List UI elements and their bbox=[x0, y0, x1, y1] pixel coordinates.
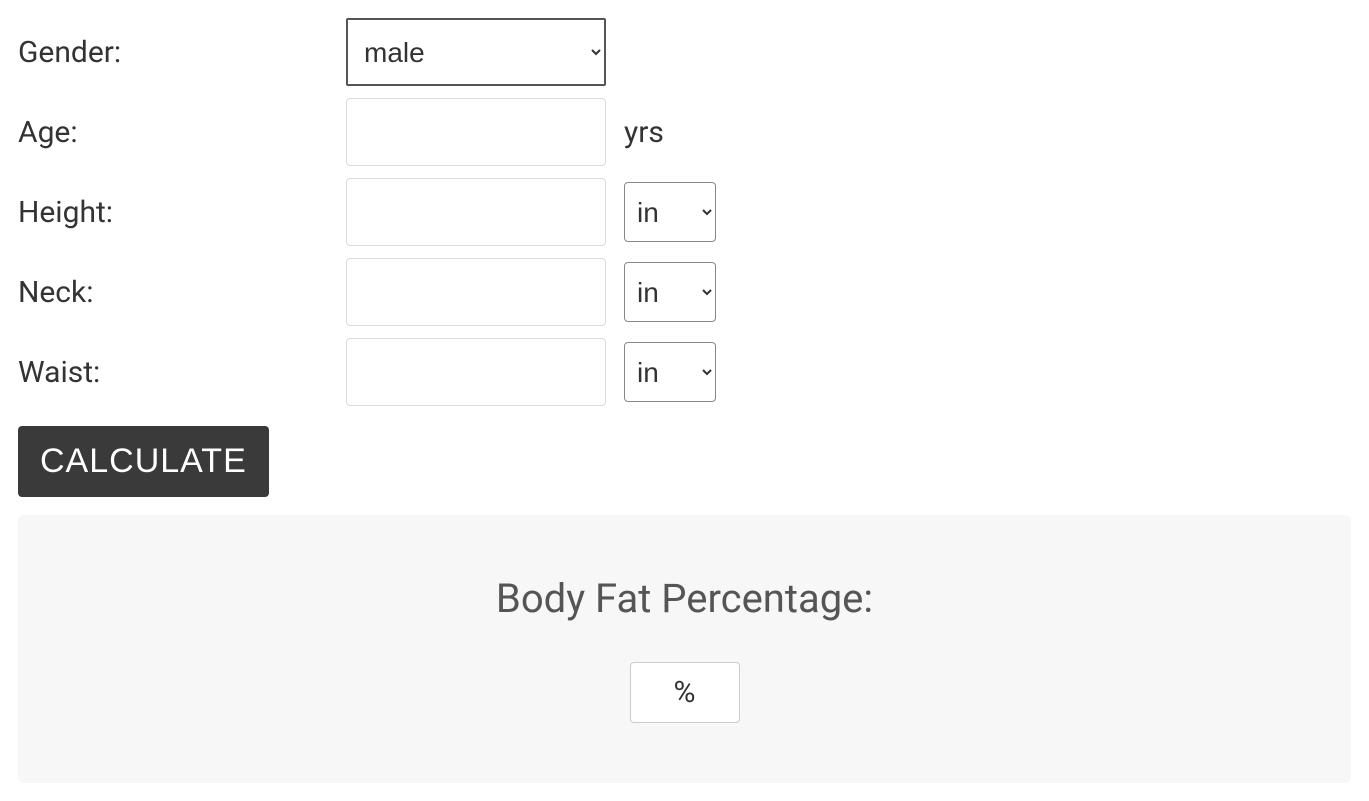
waist-unit-select[interactable]: incm bbox=[624, 342, 716, 402]
age-label: Age: bbox=[18, 115, 328, 150]
height-unit-select[interactable]: incm bbox=[624, 182, 716, 242]
result-title: Body Fat Percentage: bbox=[38, 575, 1331, 622]
gender-row: Gender: malefemale bbox=[18, 18, 1351, 86]
neck-label: Neck: bbox=[18, 275, 328, 310]
height-input[interactable] bbox=[346, 178, 606, 246]
neck-unit-select[interactable]: incm bbox=[624, 262, 716, 322]
age-row: Age: yrs bbox=[18, 98, 1351, 166]
neck-input[interactable] bbox=[346, 258, 606, 326]
height-input-col: incm bbox=[346, 178, 716, 246]
waist-row: Waist: incm bbox=[18, 338, 1351, 406]
height-row: Height: incm bbox=[18, 178, 1351, 246]
waist-input-col: incm bbox=[346, 338, 716, 406]
gender-label: Gender: bbox=[18, 35, 328, 70]
height-label: Height: bbox=[18, 195, 328, 230]
calculate-button[interactable]: CALCULATE bbox=[18, 426, 269, 497]
result-panel: Body Fat Percentage: % bbox=[18, 515, 1351, 783]
age-input-col: yrs bbox=[346, 98, 664, 166]
neck-row: Neck: incm bbox=[18, 258, 1351, 326]
gender-input-col: malefemale bbox=[346, 18, 606, 86]
waist-label: Waist: bbox=[18, 355, 328, 390]
age-unit-text: yrs bbox=[624, 115, 664, 150]
neck-input-col: incm bbox=[346, 258, 716, 326]
age-input[interactable] bbox=[346, 98, 606, 166]
gender-select[interactable]: malefemale bbox=[346, 18, 606, 86]
waist-input[interactable] bbox=[346, 338, 606, 406]
result-value-box: % bbox=[630, 662, 740, 723]
